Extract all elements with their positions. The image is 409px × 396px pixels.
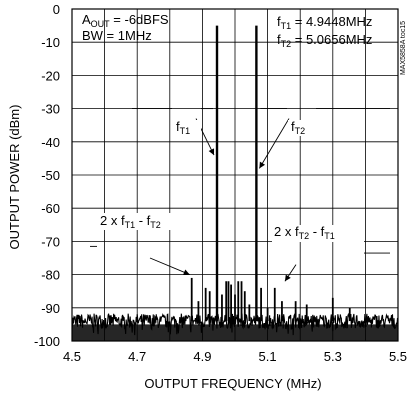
y-tick-label: -40 xyxy=(41,135,60,150)
x-axis-title: OUTPUT FREQUENCY (MHz) xyxy=(144,376,321,391)
y-tick-label: 0 xyxy=(53,2,60,17)
arrow-head xyxy=(183,269,190,276)
x-tick-label: 5.3 xyxy=(324,349,342,364)
f2-label: fT2 xyxy=(291,119,305,136)
y-tick-label: -60 xyxy=(41,201,60,216)
spur-lines xyxy=(190,25,351,322)
pointer-line xyxy=(149,257,190,276)
x-tick-label: 5.5 xyxy=(389,349,407,364)
arrow-head xyxy=(208,148,215,156)
x-tick-label: 4.5 xyxy=(63,349,81,364)
imd-right-label: 2 x fT2 - fT1 xyxy=(274,224,335,241)
y-tick-labels: 0 -10 -20 -30 -40 -50 -60 -70 -80 -90 -100 xyxy=(34,2,60,349)
y-tick-label: -50 xyxy=(41,168,60,183)
arrow-head xyxy=(284,274,291,282)
noise-fill xyxy=(72,324,398,341)
x-tick-label: 5.1 xyxy=(259,349,277,364)
figure-id: MAX5858A toc15 xyxy=(400,21,407,75)
pointer-line xyxy=(258,118,290,169)
x-tick-labels: 4.5 4.7 4.9 5.1 5.3 5.5 xyxy=(63,349,407,364)
y-axis-title: OUTPUT POWER (dBm) xyxy=(7,105,22,250)
aout-annotation: AOUT = -6dBFS xyxy=(82,12,169,29)
annotation-pointers xyxy=(90,108,390,282)
x-tick-label: 4.9 xyxy=(193,349,211,364)
y-tick-label: -100 xyxy=(34,334,60,349)
f2-value-annotation: fT2 = 5.0656MHz xyxy=(277,32,372,49)
y-tick-label: -30 xyxy=(41,102,60,117)
y-tick-label: -10 xyxy=(41,35,60,50)
f1-label: fT1 xyxy=(176,119,190,136)
x-tick-label: 4.7 xyxy=(128,349,146,364)
grid-lines xyxy=(71,8,399,342)
y-tick-label: -20 xyxy=(41,68,60,83)
y-tick-label: -80 xyxy=(41,268,60,283)
y-tick-label: -90 xyxy=(41,301,60,316)
imd-left-label: 2 x fT1 - fT2 xyxy=(100,213,161,230)
plot-frame xyxy=(71,8,399,342)
arrow-head xyxy=(259,161,266,169)
y-tick-label: -70 xyxy=(41,234,60,249)
bw-annotation: BW = 1MHz xyxy=(82,28,152,43)
f1-value-annotation: fT1 = 4.9448MHz xyxy=(277,14,372,31)
